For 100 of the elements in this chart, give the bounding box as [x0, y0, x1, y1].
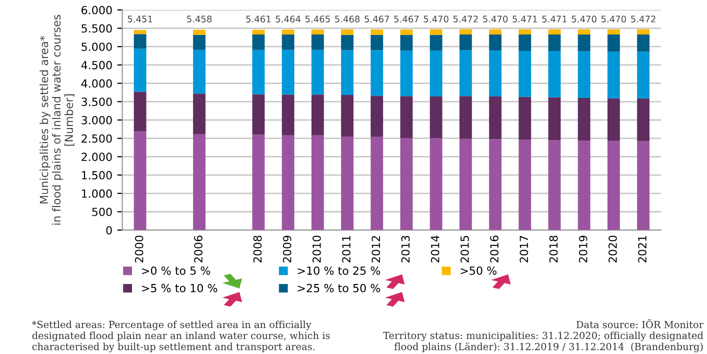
- y-tick-label: 5.000: [82, 42, 112, 51]
- y-tick-label: 2.500: [82, 134, 112, 143]
- total-label: 5.451: [128, 16, 152, 22]
- bar: [518, 29, 532, 34]
- total-label: 5.471: [542, 16, 567, 22]
- total-label: 5.470: [424, 16, 448, 22]
- bar: [311, 30, 324, 34]
- bar: [134, 34, 146, 49]
- bar: [400, 34, 413, 51]
- y-tick-label: 0: [106, 226, 112, 234]
- y-tick-label: 6.000: [82, 6, 112, 14]
- total-label: 5.472: [453, 16, 478, 22]
- bar: [489, 50, 502, 97]
- y-tick-label: 2.000: [82, 152, 112, 162]
- bar: [578, 140, 590, 230]
- bar: [459, 50, 472, 96]
- total-label: 5.461: [246, 16, 271, 22]
- bar: [311, 34, 324, 50]
- x-tick-label: 2008: [253, 236, 262, 262]
- y-tick-label: 1.500: [82, 171, 112, 180]
- bar: [370, 136, 384, 230]
- y-tick-label: 1.000: [82, 189, 112, 198]
- total-label: 5.470: [572, 16, 596, 22]
- x-tick-label: 2020: [608, 236, 617, 262]
- bar: [311, 50, 324, 95]
- bar: [459, 29, 472, 34]
- bar: [518, 51, 532, 97]
- bar: [193, 134, 206, 230]
- bar: [370, 50, 384, 96]
- bar: [134, 48, 146, 92]
- bar: [548, 34, 561, 52]
- y-tick-label: 3.000: [82, 116, 112, 124]
- bar: [341, 29, 354, 35]
- total-label: 5.458: [187, 16, 212, 22]
- x-tick-label: 2015: [460, 236, 469, 262]
- bar: [341, 136, 354, 230]
- total-label: 5.464: [276, 16, 300, 22]
- bar: [548, 29, 561, 34]
- legend-label: >5 % to 10 %: [142, 284, 218, 292]
- total-label: 5.470: [601, 16, 626, 22]
- total-label: 5.471: [512, 16, 537, 22]
- bar: [548, 140, 561, 230]
- bar: [637, 141, 650, 230]
- x-tick-label: 2019: [578, 236, 588, 262]
- bar: [459, 34, 472, 50]
- bar: [341, 95, 354, 137]
- bar: [311, 94, 324, 136]
- bar: [193, 94, 206, 134]
- bar: [607, 52, 620, 98]
- x-tick-label: 2011: [342, 236, 350, 262]
- bar: [341, 34, 354, 50]
- bar: [311, 135, 324, 230]
- bar: [400, 138, 413, 230]
- bar: [282, 135, 294, 230]
- total-label: 5.467: [364, 16, 390, 22]
- y-tick-label: 3.500: [82, 98, 112, 106]
- bar: [252, 94, 265, 135]
- bar: [134, 92, 146, 132]
- bar: [282, 50, 294, 95]
- bar: [370, 34, 384, 50]
- source-note: Data source: IÖR Monitor Territory status: municipalities: 31.12.2020; officially designated flood plains (Länder): 31.12.2019 / 31.12.2014 (Brandenburg): [383, 319, 704, 352]
- x-tick-label: 2013: [401, 236, 410, 262]
- bar: [282, 30, 294, 34]
- bar: [518, 96, 532, 140]
- bar: [430, 138, 442, 230]
- bar: [252, 30, 265, 34]
- y-tick-label: 4.500: [81, 60, 112, 70]
- bar: [489, 34, 502, 51]
- bar: [134, 30, 146, 34]
- bar: [637, 29, 650, 34]
- bar: [637, 98, 650, 142]
- bar: [578, 51, 590, 98]
- total-label: 5.472: [631, 16, 656, 22]
- bar: [607, 34, 620, 52]
- bar: [370, 29, 384, 35]
- bar: [193, 34, 206, 50]
- x-tick-label: 2006: [194, 236, 202, 262]
- legend-label: >25 % to 50 %: [298, 284, 380, 292]
- x-tick-label: 2012: [372, 236, 380, 262]
- bar: [430, 34, 442, 51]
- bar: [459, 138, 472, 230]
- total-label: 5.468: [335, 16, 360, 22]
- y-axis-title: Municipalities by settled area* in flood plains of inland water courses [Number]: [40, 14, 74, 225]
- x-tick-label: 2018: [549, 236, 558, 262]
- bar: [193, 30, 206, 35]
- bar: [282, 94, 294, 136]
- x-tick-label: 2021: [638, 236, 647, 262]
- bar: [489, 96, 502, 140]
- bar: [252, 34, 265, 50]
- bar: [578, 98, 590, 141]
- bar: [370, 96, 384, 137]
- bar: [578, 29, 590, 34]
- bar: [607, 29, 620, 34]
- bar: [489, 29, 502, 34]
- legend-label: >10 % to 25 %: [298, 266, 380, 275]
- legend-label: >0 % to 5 %: [142, 266, 210, 275]
- legend-label: >50 %: [460, 266, 496, 275]
- y-tick-label: 500: [92, 208, 112, 216]
- x-tick-label: 2017: [520, 236, 528, 262]
- text: *Settled areas: Percentage of settled area in an officially designated flood plain near an inland water course, which is characterised by built-up settlement and transport areas.: [32, 320, 330, 352]
